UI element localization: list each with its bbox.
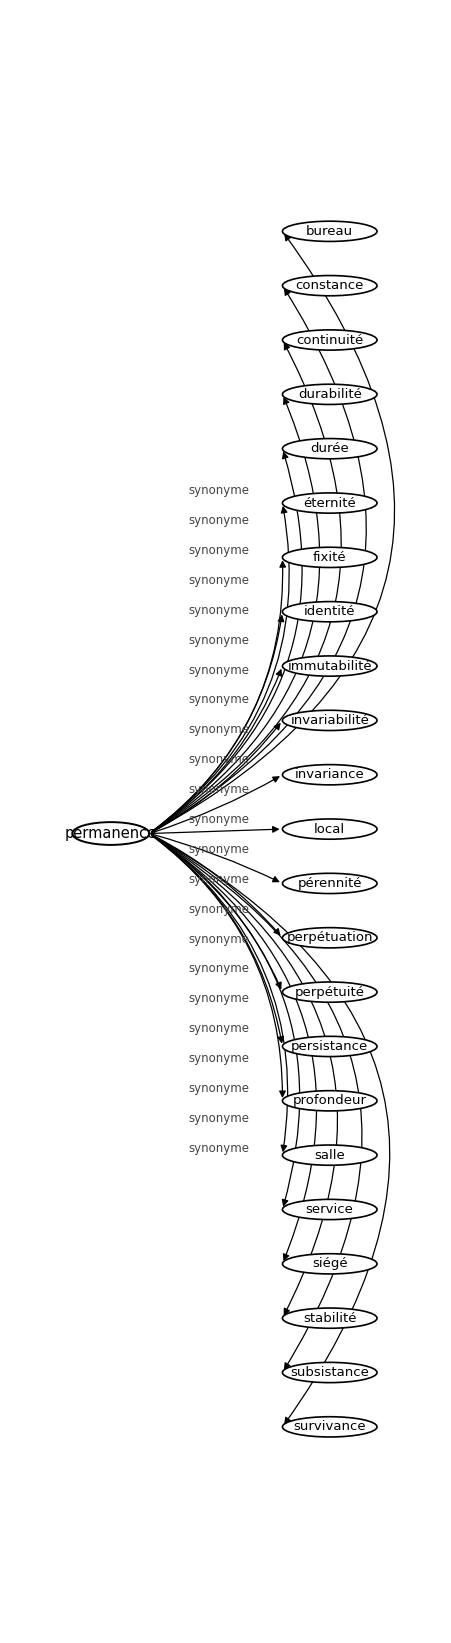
Text: synonyme: synonyme — [188, 544, 249, 557]
FancyArrowPatch shape — [151, 835, 283, 1042]
FancyArrowPatch shape — [152, 343, 341, 831]
Text: perpétuité: perpétuité — [294, 986, 364, 999]
Text: synonyme: synonyme — [188, 933, 249, 946]
Ellipse shape — [282, 1037, 376, 1056]
FancyArrowPatch shape — [152, 723, 279, 833]
Text: local: local — [313, 823, 345, 836]
FancyArrowPatch shape — [151, 562, 285, 831]
Ellipse shape — [282, 764, 376, 785]
Text: fixité: fixité — [312, 550, 346, 564]
Text: synonyme: synonyme — [188, 634, 249, 647]
Ellipse shape — [282, 983, 376, 1002]
FancyArrowPatch shape — [151, 835, 299, 1206]
Text: invariance: invariance — [294, 769, 364, 780]
FancyArrowPatch shape — [152, 235, 394, 831]
FancyArrowPatch shape — [152, 777, 278, 833]
FancyArrowPatch shape — [152, 398, 319, 831]
Text: synonyme: synonyme — [188, 664, 249, 677]
Ellipse shape — [282, 222, 376, 242]
Text: synonyme: synonyme — [188, 603, 249, 616]
FancyArrowPatch shape — [152, 826, 278, 833]
Text: perpétuation: perpétuation — [286, 932, 372, 945]
Text: constance: constance — [295, 279, 363, 292]
Text: synonyme: synonyme — [188, 514, 249, 527]
Text: synonyme: synonyme — [188, 485, 249, 498]
Text: synonyme: synonyme — [188, 963, 249, 976]
FancyArrowPatch shape — [151, 453, 301, 831]
Ellipse shape — [282, 1416, 376, 1438]
Text: synonyme: synonyme — [188, 752, 249, 766]
Text: synonyme: synonyme — [188, 902, 249, 915]
FancyArrowPatch shape — [152, 835, 279, 935]
Text: subsistance: subsistance — [290, 1365, 368, 1378]
Text: synonyme: synonyme — [188, 784, 249, 797]
Text: identité: identité — [304, 605, 354, 618]
Text: continuité: continuité — [295, 334, 363, 347]
Ellipse shape — [282, 818, 376, 840]
Ellipse shape — [282, 1308, 376, 1328]
Ellipse shape — [282, 601, 376, 621]
Text: synonyme: synonyme — [188, 1083, 249, 1094]
FancyArrowPatch shape — [151, 835, 285, 1096]
FancyArrowPatch shape — [151, 508, 289, 831]
Ellipse shape — [282, 874, 376, 894]
Text: synonyme: synonyme — [188, 723, 249, 736]
Ellipse shape — [282, 1199, 376, 1219]
Text: immutabilité: immutabilité — [287, 659, 371, 672]
Ellipse shape — [282, 1254, 376, 1273]
Ellipse shape — [72, 822, 149, 845]
FancyArrowPatch shape — [151, 616, 283, 831]
Text: durabilité: durabilité — [297, 388, 361, 401]
Text: synonyme: synonyme — [188, 1052, 249, 1065]
Ellipse shape — [282, 928, 376, 948]
Ellipse shape — [282, 710, 376, 731]
Ellipse shape — [282, 1145, 376, 1165]
FancyArrowPatch shape — [152, 835, 389, 1423]
Text: synonyme: synonyme — [188, 693, 249, 706]
Text: synonyme: synonyme — [188, 1142, 249, 1155]
Text: synonyme: synonyme — [188, 843, 249, 856]
Ellipse shape — [282, 656, 376, 677]
Text: profondeur: profondeur — [292, 1094, 366, 1107]
Text: invariabilité: invariabilité — [290, 715, 368, 726]
FancyArrowPatch shape — [152, 835, 281, 989]
Ellipse shape — [282, 1091, 376, 1111]
Text: synonyme: synonyme — [188, 573, 249, 587]
Ellipse shape — [282, 384, 376, 404]
FancyArrowPatch shape — [152, 835, 278, 882]
Text: persistance: persistance — [290, 1040, 368, 1053]
FancyArrowPatch shape — [152, 835, 337, 1314]
Text: pérennité: pérennité — [297, 877, 361, 891]
Text: synonyme: synonyme — [188, 1022, 249, 1035]
Text: permanence: permanence — [64, 826, 156, 841]
Text: durée: durée — [310, 442, 348, 455]
Text: salle: salle — [313, 1148, 345, 1162]
Ellipse shape — [282, 547, 376, 567]
FancyArrowPatch shape — [151, 835, 287, 1152]
FancyArrowPatch shape — [151, 835, 316, 1260]
Ellipse shape — [282, 276, 376, 296]
Ellipse shape — [282, 493, 376, 513]
Text: synonyme: synonyme — [188, 813, 249, 826]
Text: service: service — [305, 1203, 353, 1216]
Text: bureau: bureau — [305, 225, 353, 238]
Text: synonyme: synonyme — [188, 1112, 249, 1125]
FancyArrowPatch shape — [152, 835, 361, 1369]
Text: éternité: éternité — [303, 496, 355, 509]
FancyArrowPatch shape — [152, 289, 365, 831]
Text: synonyme: synonyme — [188, 992, 249, 1006]
Text: siégé: siégé — [311, 1257, 347, 1270]
Text: synonyme: synonyme — [188, 872, 249, 886]
Ellipse shape — [282, 1362, 376, 1383]
Text: stabilité: stabilité — [302, 1311, 356, 1324]
Text: survivance: survivance — [293, 1420, 365, 1433]
Ellipse shape — [282, 330, 376, 350]
FancyArrowPatch shape — [151, 670, 281, 831]
Ellipse shape — [282, 439, 376, 458]
